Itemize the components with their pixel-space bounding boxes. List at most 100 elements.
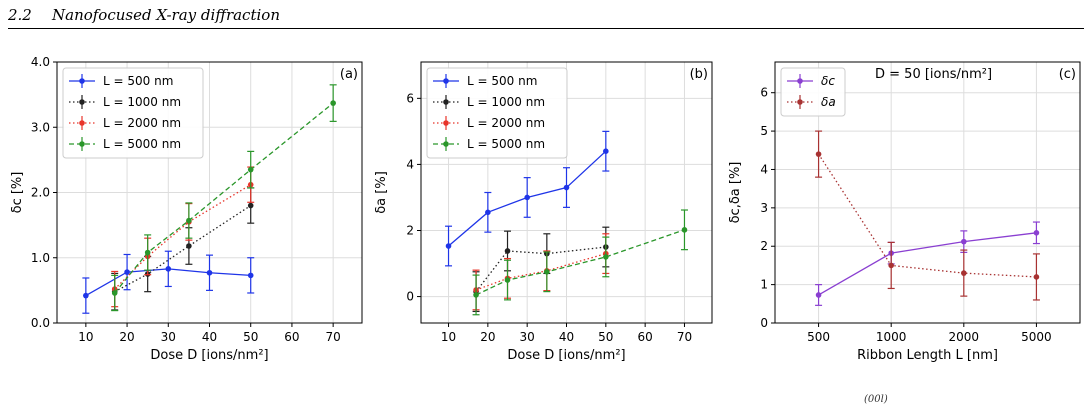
data-point (1033, 274, 1040, 280)
legend-marker (797, 99, 803, 105)
y-tick-label: 1.0 (31, 251, 50, 265)
panel-label: (b) (690, 67, 708, 82)
footer-mark: (00l) (864, 394, 888, 405)
legend: L = 500 nm L = 1000 nm L = 2000 nm L = 5000… (426, 67, 568, 159)
legend-marker (79, 99, 85, 105)
y-axis-label: δc,δa [%] (728, 162, 743, 224)
data-point (815, 151, 822, 157)
data-point (504, 248, 511, 254)
series-line (818, 153, 1037, 278)
panel-annotation: D = 50 [ions/nm²] (875, 67, 992, 82)
legend-entry-label: δa (821, 95, 836, 109)
panel-label: (a) (340, 67, 358, 82)
series-line (475, 252, 607, 291)
data-point (563, 184, 570, 191)
data-point (144, 249, 151, 256)
data-point (888, 262, 894, 269)
data-point (473, 292, 479, 298)
data-point (815, 292, 822, 298)
x-tick-label: 20 (480, 330, 495, 344)
panel-label: (c) (1059, 67, 1076, 82)
x-axis-label: Dose D [ions/nm²] (507, 348, 625, 363)
y-tick-label: 1 (760, 278, 768, 292)
legend-entry-label: L = 5000 nm (467, 137, 545, 151)
y-tick-label: 0.0 (31, 316, 50, 330)
legend-entry-label: L = 500 nm (467, 74, 537, 88)
series-0 (815, 221, 1040, 306)
legend-entry-label: L = 1000 nm (103, 95, 181, 109)
data-point (124, 269, 130, 275)
data-point (681, 227, 688, 233)
chart-panel-c: 500 1000 2000 5000 0 1 2 3 4 5 6 Ribbon Length L [n… (728, 61, 1081, 363)
legend-box (426, 67, 568, 159)
x-tick-label: 70 (677, 330, 692, 344)
legend: L = 500 nm L = 1000 nm L = 2000 nm L = 5000… (62, 67, 204, 159)
y-tick-label: 0 (406, 290, 414, 304)
x-axis-label: Dose D [ions/nm²] (150, 348, 268, 363)
section-number: 2.2 (8, 6, 32, 24)
legend: δc δa (780, 67, 846, 117)
x-tick-label: 50 (243, 330, 258, 344)
data-point (1033, 230, 1040, 236)
legend-marker (797, 78, 803, 84)
y-tick-label: 6 (760, 86, 768, 100)
series-1 (815, 130, 1040, 301)
data-point (186, 217, 192, 224)
data-point (247, 166, 254, 173)
legend-entry-label: L = 1000 nm (467, 95, 545, 109)
data-point (524, 194, 530, 201)
x-tick-label: 10 (441, 330, 456, 344)
x-tick-label: 5000 (1021, 330, 1052, 344)
y-tick-label: 2.0 (31, 186, 50, 200)
legend-box (780, 67, 846, 117)
legend-marker (79, 120, 85, 126)
x-tick-label: 30 (161, 330, 176, 344)
page-header: 2.2 Nanofocused X-ray diffraction (8, 0, 1084, 29)
chart-panel-a: 10 20 30 40 50 60 70 0.0 1.0 2.0 3.0 4.0 Dose D [ion… (10, 55, 363, 363)
x-tick-label: 20 (119, 330, 134, 344)
x-tick-label: 50 (598, 330, 613, 344)
y-tick-label: 2 (760, 239, 768, 253)
series-3 (111, 84, 337, 312)
y-axis-label: δc [%] (10, 172, 25, 214)
y-tick-label: 4 (760, 162, 768, 176)
y-tick-label: 4.0 (31, 55, 50, 69)
data-point (165, 266, 172, 272)
data-point (445, 243, 452, 249)
x-axis-label: Ribbon Length L [nm] (857, 348, 998, 363)
x-tick-label: 10 (78, 330, 93, 344)
series-3 (472, 209, 688, 316)
legend-marker (79, 78, 85, 84)
x-tick-label: 2000 (949, 330, 980, 344)
y-tick-label: 6 (406, 91, 414, 105)
y-tick-label: 4 (406, 157, 414, 171)
series-1 (472, 226, 610, 313)
legend-entry-label: L = 5000 nm (103, 137, 181, 151)
data-point (186, 243, 192, 249)
data-point (504, 277, 511, 283)
chart-panel-b: 10 20 30 40 50 60 70 0 2 4 6 Dose D [ions/nm²] δa [%… (374, 61, 713, 363)
legend-entry-label: L = 2000 nm (103, 116, 181, 130)
data-point (330, 100, 336, 106)
legend-marker (443, 78, 449, 84)
data-point (247, 272, 254, 279)
legend-entry-label: L = 500 nm (103, 74, 173, 88)
y-tick-label: 3 (760, 201, 768, 215)
series-1 (111, 187, 255, 311)
y-axis-label: δa [%] (374, 171, 389, 214)
legend-marker (79, 141, 85, 147)
x-tick-label: 30 (520, 330, 535, 344)
x-tick-label: 40 (559, 330, 574, 344)
series-2 (111, 166, 255, 308)
series-line (114, 184, 252, 290)
series-line (114, 205, 252, 293)
legend-entry-label: L = 2000 nm (467, 116, 545, 130)
legend-box (62, 67, 204, 159)
data-point (603, 254, 609, 260)
x-tick-label: 60 (284, 330, 299, 344)
x-tick-label: 500 (807, 330, 830, 344)
series-line (818, 232, 1037, 296)
data-point (961, 238, 967, 245)
series-line (475, 246, 606, 293)
